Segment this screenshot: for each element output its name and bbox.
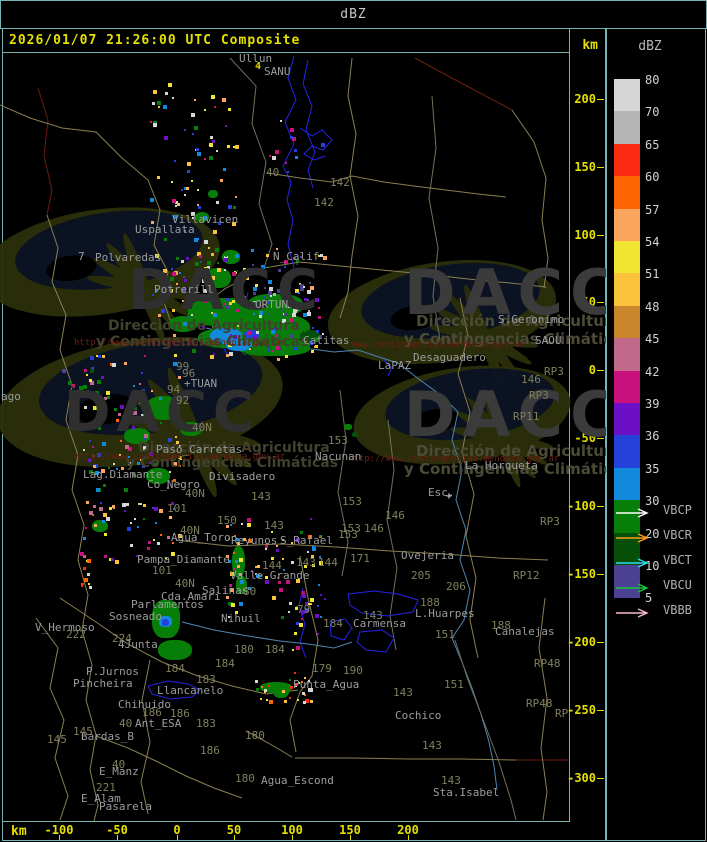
y-axis-tick-label: -200 [567, 635, 596, 649]
legend-level-label: 45 [645, 332, 660, 347]
y-axis-tick-label: -100 [567, 499, 596, 513]
x-axis-tick [292, 835, 293, 840]
legend-arrow-row: VBCR [615, 528, 705, 543]
legend-color-block [614, 467, 640, 501]
y-axis-tick [597, 302, 604, 303]
legend-arrow-vbbb-icon [616, 608, 649, 618]
y-axis-tick [597, 506, 604, 507]
y-axis-tick [597, 99, 604, 100]
y-axis-tick [597, 710, 604, 711]
x-axis-tick [350, 835, 351, 840]
page-title: dBZ [340, 7, 367, 22]
legend-level-label: 10 [645, 559, 660, 573]
x-axis-tick-label: 0 [173, 823, 181, 837]
y-axis-tick [597, 438, 604, 439]
x-axis-tick-label: -50 [106, 823, 128, 837]
legend-arrow-label: VBCR [663, 528, 692, 542]
x-axis-tick [234, 835, 235, 840]
y-axis-tick-label: 150 [574, 160, 596, 174]
x-axis-tick-label: 50 [226, 823, 242, 837]
legend-color-block [614, 241, 640, 274]
y-axis-tick [597, 778, 604, 779]
legend-level-label: 30 [645, 494, 660, 509]
legend-arrow-label: VBCU [663, 578, 692, 592]
legend-color-block [614, 176, 640, 210]
y-axis-strip: km 200 150 100 50 0 -50 -100 -150 -200 -250 -300 [567, 28, 606, 822]
x-axis-tick [177, 835, 178, 840]
legend-arrow-label: VBCP [663, 503, 692, 517]
legend-color-block [614, 273, 640, 307]
timestamp-bar: 2026/01/07 21:26:00 UTC Composite [3, 29, 569, 53]
legend-color-block [614, 111, 640, 145]
legend-arrow-vbcu-icon [616, 583, 649, 593]
legend-color-block [614, 403, 640, 436]
x-axis-tick-label: -100 [44, 823, 74, 837]
y-axis-tick-label: -50 [574, 431, 596, 445]
legend-arrow-vbct-icon [616, 558, 649, 568]
x-axis-tick-label: 150 [339, 823, 361, 837]
y-axis-tick-label: 50 [581, 295, 596, 309]
legend-arrow-vbcr-icon [616, 533, 649, 543]
legend-level-label: 35 [645, 461, 660, 476]
legend-title: dBZ [638, 39, 662, 54]
legend-color-block [614, 208, 640, 242]
legend-level-label: 65 [645, 137, 660, 152]
y-axis-tick-label: 200 [574, 92, 596, 106]
legend-arrow-row: VBCP [615, 503, 705, 518]
x-axis-tick [117, 835, 118, 840]
legend-color-block [614, 143, 640, 177]
x-axis-tick [59, 835, 60, 840]
y-axis-tick [597, 574, 604, 575]
legend-level-label: 5 [645, 591, 653, 606]
legend-color-block [614, 435, 640, 469]
legend-level-label: 48 [645, 299, 660, 314]
timestamp: 2026/01/07 21:26:00 UTC Composite [9, 33, 301, 48]
radar-map-panel: 2026/01/07 21:26:00 UTC Composite [2, 28, 570, 822]
legend-arrow-label: VBCT [663, 553, 692, 567]
legend-level-label: 51 [645, 267, 660, 282]
x-axis-tick-label: 200 [397, 823, 419, 837]
legend-arrow-vbcp-icon [616, 508, 649, 518]
dbz-legend-panel: dBZ 80 70 65 60 57 54 51 48 45 42 39 36 35 30 20 10 5 VB… [606, 28, 706, 841]
x-axis-tick-label: 100 [281, 823, 303, 837]
y-axis-tick [597, 167, 604, 168]
y-axis-tick-label: 100 [574, 228, 596, 242]
title-bar: dBZ [0, 0, 707, 29]
legend-arrow-label: VBBB [663, 603, 692, 617]
legend-color-block [614, 305, 640, 339]
y-axis-unit: km [582, 38, 598, 53]
y-axis-tick [597, 642, 604, 643]
legend-color-block [614, 500, 640, 534]
legend-level-label: 60 [645, 170, 660, 185]
y-axis-tick-label: 0 [588, 363, 596, 377]
legend-level-label: 54 [645, 235, 660, 249]
x-axis-unit: km [11, 824, 27, 839]
legend-level-label: 80 [645, 73, 660, 87]
legend-level-label: 39 [645, 397, 660, 411]
y-axis-tick-label: -250 [567, 703, 596, 717]
legend-color-block [614, 338, 640, 372]
legend-arrow-row: VBCU [615, 578, 705, 593]
legend-level-label: 20 [645, 526, 660, 541]
legend-color-block [614, 370, 640, 404]
y-axis-tick-label: -150 [567, 567, 596, 581]
legend-color-block [614, 79, 640, 112]
y-axis-tick-label: -300 [567, 771, 596, 785]
legend-level-label: 57 [645, 202, 660, 217]
x-axis-strip: km -100 -50 0 50 100 150 200 [2, 822, 606, 841]
x-axis-tick [408, 835, 409, 840]
legend-level-label: 36 [645, 429, 660, 444]
y-axis-tick [597, 370, 604, 371]
legend-arrow-row: VBCT [615, 553, 705, 568]
legend-level-label: 42 [645, 364, 660, 379]
y-axis-tick [597, 235, 604, 236]
legend-color-block [614, 565, 640, 598]
legend-arrow-row: VBBB [615, 603, 705, 618]
legend-level-label: 70 [645, 105, 660, 120]
